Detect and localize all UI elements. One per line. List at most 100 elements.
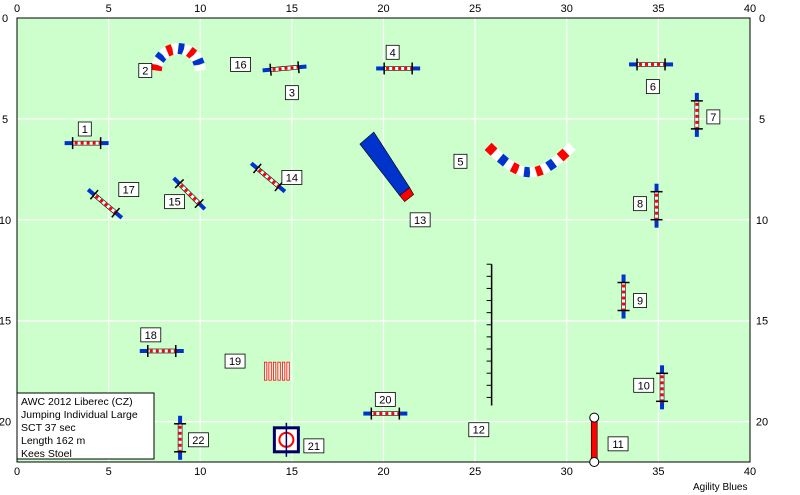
obstacle-number-text: 10 xyxy=(638,380,650,392)
tunnel-segment xyxy=(181,44,192,57)
jump-stripe xyxy=(655,199,659,203)
x-tick-label-bottom: 25 xyxy=(469,466,481,478)
tunnel-segment xyxy=(159,47,171,60)
tunnel-segment xyxy=(516,165,526,177)
obstacle-number-text: 7 xyxy=(710,112,716,124)
obstacle-number-box xyxy=(633,377,655,393)
tunnel-segment xyxy=(562,142,576,156)
jump-stripe xyxy=(655,211,659,215)
obstacle-number-text: 16 xyxy=(234,59,246,71)
x-tick-label-bottom: 35 xyxy=(652,466,664,478)
x-tick-label-top: 15 xyxy=(286,3,298,15)
obstacle-number-box xyxy=(281,170,303,185)
jump-3 xyxy=(262,61,307,76)
jump-7 xyxy=(690,92,703,137)
obstacle-number-12: 12 xyxy=(468,422,490,438)
y-tick-label-right: 15 xyxy=(756,316,768,328)
obstacle-number-text: 14 xyxy=(286,172,298,184)
jump-stripe xyxy=(695,120,699,124)
obstacle-number-text: 21 xyxy=(308,441,320,453)
tunnel-segment xyxy=(154,51,168,63)
obstacle-number-box xyxy=(374,392,396,407)
table-21 xyxy=(272,422,300,457)
weave-pole xyxy=(272,361,277,381)
jump-stripe xyxy=(290,66,294,70)
jump-6 xyxy=(629,58,674,71)
jump-stripe xyxy=(660,393,664,397)
jump-9 xyxy=(617,274,630,319)
jump-stripe xyxy=(86,141,90,145)
weave-pole xyxy=(263,361,268,381)
obstacle-number-box xyxy=(118,182,140,197)
obstacle-number-box xyxy=(607,436,629,452)
jump-stripe xyxy=(404,66,408,70)
obstacle-number-text: 18 xyxy=(145,330,157,342)
tunnel-segment xyxy=(192,57,205,67)
jump-stripe xyxy=(695,114,699,118)
y-tick-label-left: 0 xyxy=(2,13,8,25)
jump-stripe xyxy=(267,176,272,181)
tire-frame xyxy=(590,417,598,463)
jump-20 xyxy=(363,407,408,420)
obstacle-number-box xyxy=(188,432,209,448)
jump-stripe xyxy=(391,412,395,416)
obstacle-number-box xyxy=(633,196,647,212)
obstacle-number-text: 6 xyxy=(650,82,656,94)
field-border xyxy=(16,17,751,463)
x-tick-label-top: 30 xyxy=(561,3,573,15)
jump-stripe xyxy=(262,172,267,177)
info-box-frame xyxy=(16,392,155,460)
jump-stripe xyxy=(622,302,626,306)
tunnel-2 xyxy=(150,43,206,72)
info-sct: SCT 37 sec xyxy=(21,422,76,434)
obstacle-number-17: 17 xyxy=(118,182,140,197)
obstacle-number-text: 4 xyxy=(390,47,396,59)
jump-stripe xyxy=(178,431,182,435)
jump-22 xyxy=(174,415,187,460)
jump-stripe xyxy=(99,198,104,203)
info-judge: Kees Stoel xyxy=(21,448,72,460)
weave-pole xyxy=(286,361,290,381)
obstacle-number-text: 22 xyxy=(192,435,204,447)
jump-stripe xyxy=(284,66,288,70)
obstacle-number-text: 19 xyxy=(229,356,241,368)
x-tick-label-bottom: 10 xyxy=(194,466,206,478)
obstacle-number-20: 20 xyxy=(374,392,396,407)
x-tick-label-top: 5 xyxy=(106,3,112,15)
obstacle-number-box xyxy=(453,153,468,169)
jump-stripe xyxy=(622,296,626,300)
info-event: AWC 2012 Liberec (CZ) xyxy=(21,396,133,408)
tunnel-5 xyxy=(484,142,576,178)
jump-17 xyxy=(86,187,124,220)
info-length: Length 162 m xyxy=(21,435,85,447)
tunnel-segment xyxy=(529,166,537,178)
jump-stripe xyxy=(622,284,626,288)
obstacle-number-text: 15 xyxy=(168,197,180,209)
obstacle-number-3: 3 xyxy=(284,85,299,101)
jump-stripe xyxy=(392,66,396,70)
jump-stand xyxy=(194,198,204,209)
y-tick-label-right: 10 xyxy=(756,215,768,227)
x-tick-label-top: 0 xyxy=(14,3,20,15)
tunnel-segment xyxy=(151,57,165,67)
jump-stripe xyxy=(379,412,383,416)
obstacle-number-box xyxy=(409,212,431,228)
jump-stripe xyxy=(94,194,100,200)
y-tick-label-left: 15 xyxy=(0,316,11,328)
obstacle-number-box xyxy=(77,121,92,137)
jump-18 xyxy=(139,345,184,357)
obstacle-number-1: 1 xyxy=(77,121,92,137)
jump-stand xyxy=(174,178,185,189)
obstacle-number-text: 2 xyxy=(142,65,148,77)
obstacle-number-text: 17 xyxy=(123,185,135,197)
jump-stripe xyxy=(271,180,276,185)
jump-stripe xyxy=(103,202,109,207)
x-tick-label-bottom: 5 xyxy=(106,466,112,478)
tunnel-segment xyxy=(523,166,531,178)
obstacle-number-box xyxy=(284,85,299,101)
jump-stripe xyxy=(161,349,165,353)
x-tick-label-top: 10 xyxy=(194,3,206,15)
y-tick-label-left: 20 xyxy=(0,417,11,429)
jump-stripe xyxy=(655,205,659,209)
obstacle-number-box xyxy=(633,293,647,308)
